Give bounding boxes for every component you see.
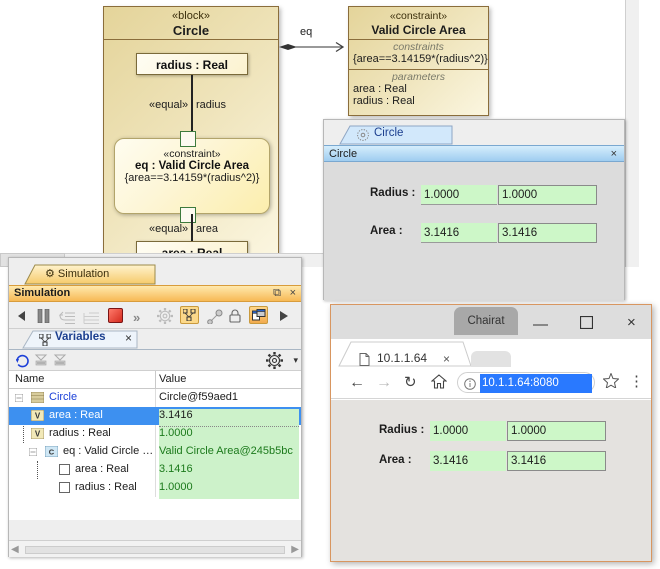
svg-text:C: C	[49, 448, 55, 457]
svg-text:V: V	[35, 430, 41, 439]
svg-text:V: V	[35, 412, 41, 421]
